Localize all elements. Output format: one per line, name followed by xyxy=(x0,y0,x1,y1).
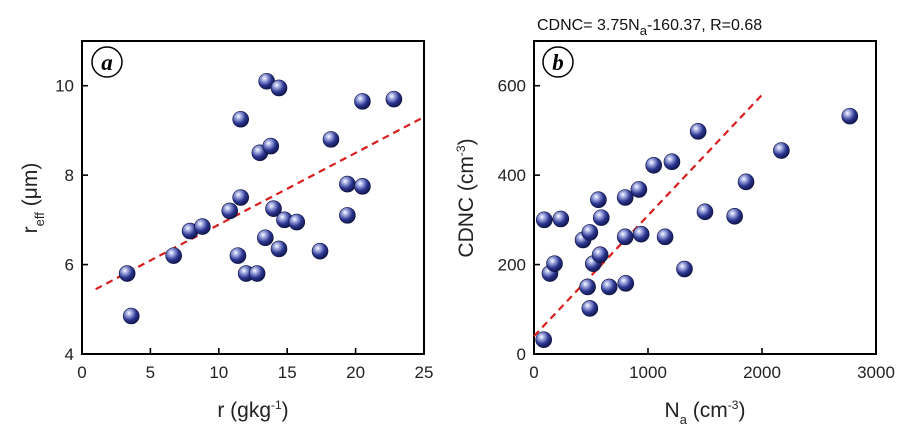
panel-b-y-axis: 0 200 400 600 xyxy=(498,77,540,364)
x-tick-label: 0 xyxy=(529,363,538,382)
data-point xyxy=(616,189,634,206)
data-point xyxy=(354,93,371,110)
panel-b-fit-line xyxy=(533,91,766,337)
data-point xyxy=(616,228,634,246)
data-point xyxy=(339,207,356,224)
data-point xyxy=(322,131,340,148)
x-tick-label: 2000 xyxy=(743,363,781,382)
y-tick-label: 10 xyxy=(55,77,74,96)
data-point xyxy=(552,210,570,228)
panel-a-y-axis: 4 6 8 10 xyxy=(55,77,88,364)
data-point xyxy=(630,181,648,198)
panel-b: CDNC= 3.75Na-160.37, R=0.68 0 1000 2000 300… xyxy=(454,17,895,427)
y-tick-label: 600 xyxy=(498,77,526,96)
data-point xyxy=(632,225,650,243)
data-point xyxy=(592,209,610,226)
data-point xyxy=(676,260,693,278)
data-point xyxy=(581,300,599,317)
data-point xyxy=(270,79,288,97)
data-point xyxy=(600,278,618,296)
y-tick-label: 4 xyxy=(65,345,74,364)
data-point xyxy=(262,137,280,155)
x-tick-label: 20 xyxy=(346,363,365,382)
data-point xyxy=(696,203,714,221)
panel-a-y-label: reff (μm) xyxy=(19,163,47,234)
data-point xyxy=(232,110,249,128)
y-tick-label: 0 xyxy=(517,345,526,364)
panel-b-label: b xyxy=(552,50,564,75)
panel-b-x-axis: 0 1000 2000 3000 xyxy=(529,348,895,382)
x-tick-label: 1000 xyxy=(629,363,667,382)
panel-a-label-badge: a xyxy=(91,46,123,78)
data-point xyxy=(535,331,552,348)
data-point xyxy=(229,247,247,264)
data-point xyxy=(257,229,274,247)
data-point xyxy=(773,142,790,159)
panel-a-points xyxy=(118,72,403,325)
data-point xyxy=(270,240,288,258)
data-point xyxy=(339,175,356,193)
panel-b-plot-frame xyxy=(533,40,877,355)
panel-a-x-label: r (gkg-1) xyxy=(217,398,288,422)
panel-a: 0 5 10 15 20 25 4 6 8 10 a r (gkg-1) reff (μm) xyxy=(19,40,433,422)
y-tick-label: 200 xyxy=(498,256,526,275)
y-tick-label: 8 xyxy=(65,166,74,185)
data-point xyxy=(248,265,266,282)
panel-a-plot-frame xyxy=(81,40,425,355)
x-tick-label: 5 xyxy=(146,363,155,382)
data-point xyxy=(194,218,211,235)
data-point xyxy=(591,246,609,264)
x-tick-label: 10 xyxy=(209,363,228,382)
data-point xyxy=(546,255,563,272)
data-point xyxy=(535,211,553,229)
panel-a-fit-line xyxy=(95,116,425,291)
data-point xyxy=(726,207,743,225)
data-point xyxy=(288,213,306,231)
data-point xyxy=(645,157,663,174)
panel-a-label: a xyxy=(101,50,113,75)
panel-b-y-label: CDNC (cm-3) xyxy=(454,138,478,257)
data-point xyxy=(311,242,329,260)
data-point xyxy=(265,200,282,217)
panel-b-label-badge: b xyxy=(542,46,574,78)
x-tick-label: 3000 xyxy=(857,363,895,382)
data-point xyxy=(590,191,607,209)
data-point xyxy=(841,107,859,125)
x-tick-label: 0 xyxy=(77,363,86,382)
panel-b-points xyxy=(535,107,859,348)
panel-b-title: CDNC= 3.75Na-160.37, R=0.68 xyxy=(537,17,762,38)
panel-b-x-label: Na (cm-3) xyxy=(665,398,746,427)
data-point xyxy=(354,178,371,195)
data-point xyxy=(581,224,599,241)
panel-a-x-axis: 0 5 10 15 20 25 xyxy=(77,348,433,382)
data-point xyxy=(737,173,755,191)
x-tick-label: 25 xyxy=(415,363,434,382)
data-point xyxy=(663,153,681,171)
data-point xyxy=(232,189,249,206)
data-point xyxy=(118,265,136,282)
data-point xyxy=(221,202,239,220)
x-tick-label: 15 xyxy=(278,363,297,382)
y-tick-label: 400 xyxy=(498,166,526,185)
data-point xyxy=(617,275,635,292)
data-point xyxy=(689,123,707,140)
data-point xyxy=(579,278,596,296)
data-point xyxy=(656,228,674,246)
y-tick-label: 6 xyxy=(65,256,74,275)
data-point xyxy=(385,90,403,108)
data-point xyxy=(165,247,182,264)
data-point xyxy=(122,307,140,325)
